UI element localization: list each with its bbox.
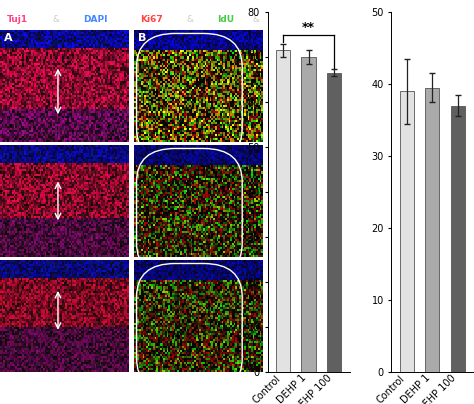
Bar (301, 57, 316, 372)
Text: &: & (250, 15, 263, 24)
Text: &: & (50, 15, 63, 24)
Bar (276, 50, 290, 372)
Text: DAPI: DAPI (283, 15, 307, 24)
Bar (400, 91, 414, 372)
Text: B: B (138, 34, 146, 44)
Bar (451, 105, 465, 372)
Text: DAPI: DAPI (83, 15, 108, 24)
Text: **: ** (302, 21, 315, 34)
Text: A: A (4, 34, 12, 44)
Text: IdU: IdU (217, 15, 234, 24)
Text: &: & (184, 15, 197, 24)
Text: Tuj1: Tuj1 (7, 15, 27, 24)
Text: Ki67: Ki67 (140, 15, 163, 24)
Bar (425, 88, 439, 372)
Bar (327, 73, 341, 372)
